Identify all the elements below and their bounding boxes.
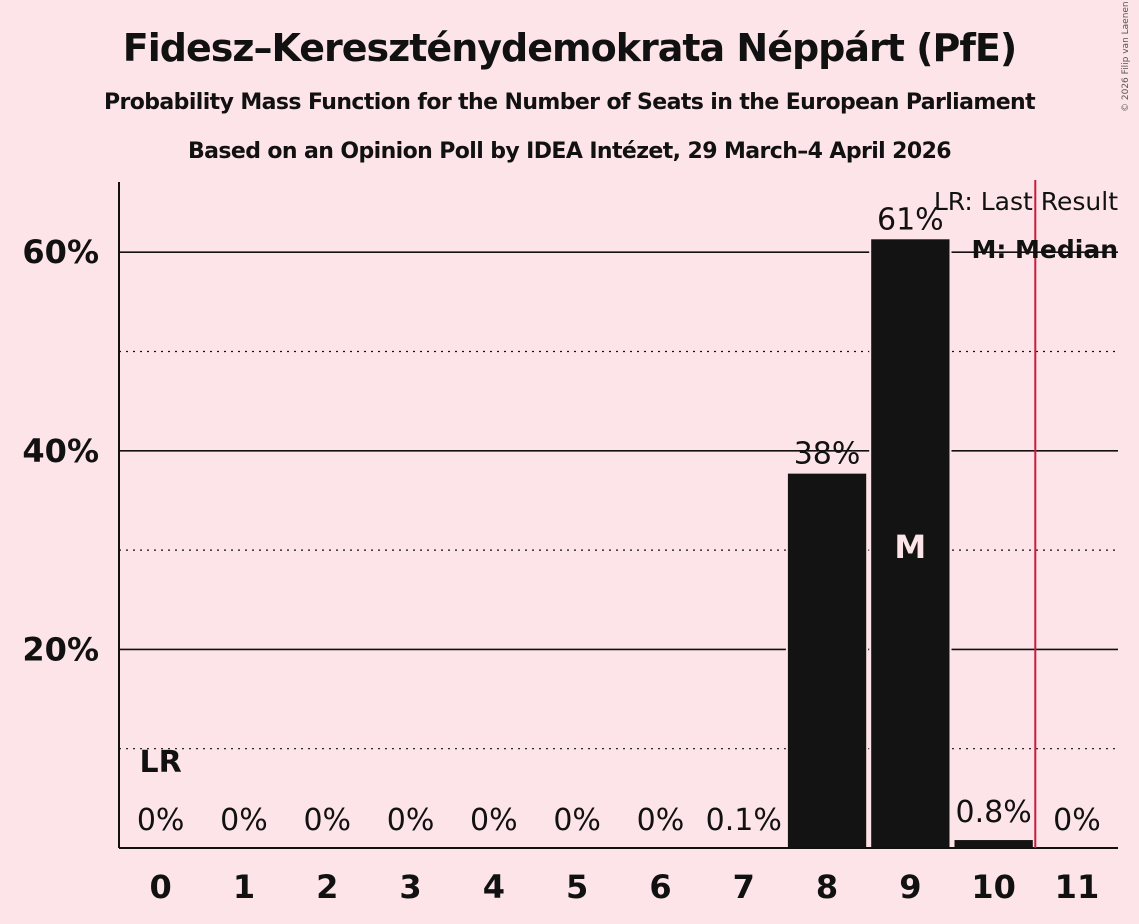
x-tick-label: 7 xyxy=(733,868,755,906)
bar-value-label: 0.1% xyxy=(706,803,782,838)
bar-value-label: 61% xyxy=(877,202,944,237)
y-tick-label: 20% xyxy=(22,630,99,668)
x-tick-label: 1 xyxy=(233,868,255,906)
bar-value-label: 0.8% xyxy=(956,795,1032,830)
y-tick-label: 40% xyxy=(22,432,99,470)
bar-value-label: 0% xyxy=(553,803,601,838)
x-tick-label: 0 xyxy=(150,868,172,906)
x-tick-label: 4 xyxy=(483,868,505,906)
bar-seat-8 xyxy=(787,473,867,848)
x-tick-label: 5 xyxy=(566,868,588,906)
median-marker: M xyxy=(894,528,926,566)
x-tick-label: 6 xyxy=(649,868,671,906)
x-tick-label: 3 xyxy=(399,868,421,906)
legend-last-result: LR: Last Result xyxy=(934,187,1118,216)
bar-value-label: 0% xyxy=(220,803,268,838)
bar-seat-9 xyxy=(871,239,950,848)
x-tick-label: 9 xyxy=(899,868,921,906)
bar-value-label: 0% xyxy=(387,803,435,838)
bar-value-label: 0% xyxy=(303,803,351,838)
x-tick-label: 10 xyxy=(971,868,1016,906)
bar-value-label: 0% xyxy=(1053,803,1101,838)
legend-median: M: Median xyxy=(971,235,1118,264)
bar-value-label: 0% xyxy=(470,803,518,838)
x-tick-label: 8 xyxy=(816,868,838,906)
bar-seat-10 xyxy=(954,840,1033,848)
chart-title: Fidesz–Kereszténydemokrata Néppárt (PfE) xyxy=(122,26,1017,70)
chart-source: Based on an Opinion Poll by IDEA Intézet… xyxy=(187,139,952,164)
bar-value-label: 0% xyxy=(137,803,185,838)
y-tick-label: 60% xyxy=(22,233,99,271)
bar-value-label: 0% xyxy=(637,803,685,838)
bar-value-label: 38% xyxy=(794,437,861,472)
chart-subtitle: Probability Mass Function for the Number… xyxy=(104,90,1036,115)
x-tick-label: 11 xyxy=(1055,868,1100,906)
x-tick-label: 2 xyxy=(316,868,338,906)
last-result-marker: LR xyxy=(140,745,182,780)
